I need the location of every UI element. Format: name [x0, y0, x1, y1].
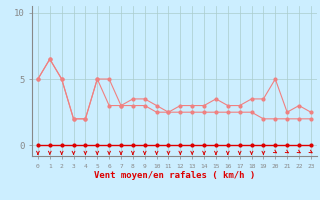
X-axis label: Vent moyen/en rafales ( km/h ): Vent moyen/en rafales ( km/h ) — [94, 171, 255, 180]
